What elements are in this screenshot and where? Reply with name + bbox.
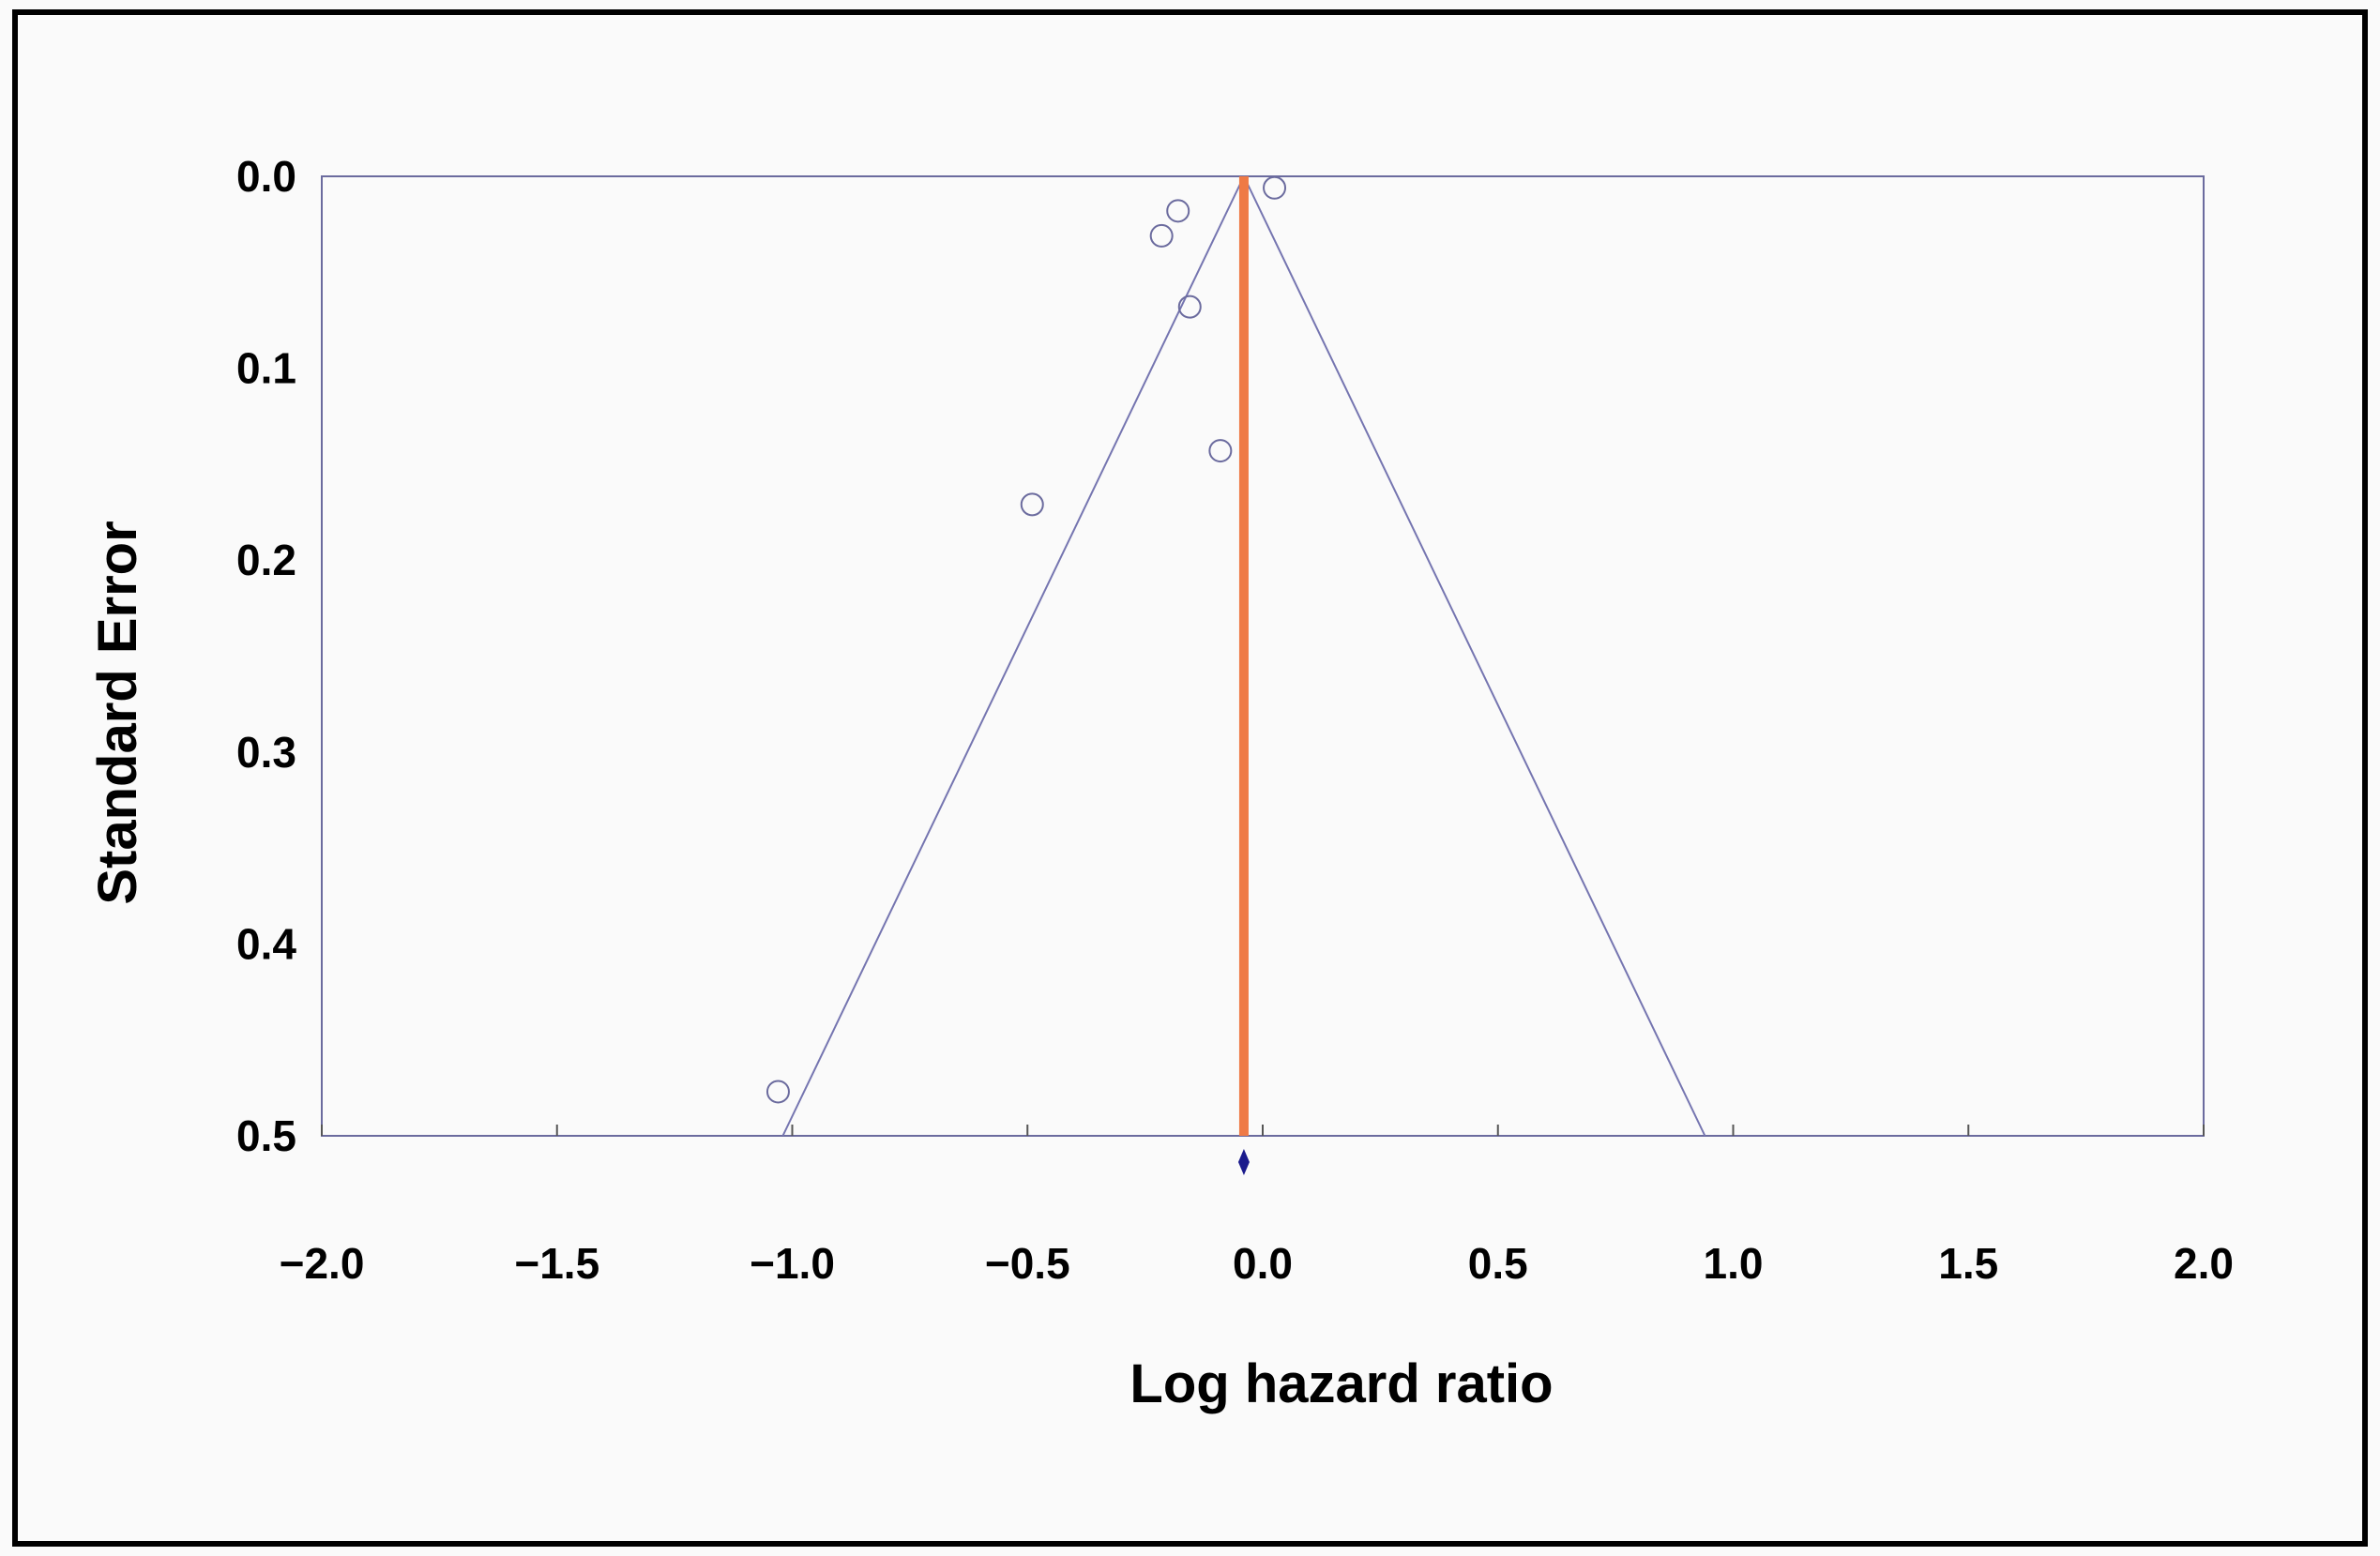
y-tick-label: 0.5 — [236, 1111, 296, 1160]
funnel-limit-left — [781, 175, 1245, 1137]
x-tick-label: −1.5 — [514, 1239, 599, 1288]
x-tick-label: 0.5 — [1468, 1239, 1528, 1288]
x-tick-label: 1.5 — [1938, 1239, 1998, 1288]
study-point — [1177, 295, 1202, 319]
pooled-estimate-diamond — [1237, 1149, 1250, 1175]
x-axis-tick-labels: −2.0 −1.5 −1.0 −0.5 0.0 0.5 1.0 1.5 2.0 — [280, 1239, 2234, 1288]
y-tick-label: 0.2 — [236, 536, 296, 584]
y-tick-label: 0.4 — [236, 919, 296, 968]
y-tick-label: 0.1 — [236, 344, 296, 393]
y-tick-label: 0.3 — [236, 728, 296, 777]
y-axis-tick-labels: 0.0 0.1 0.2 0.3 0.4 0.5 — [236, 152, 296, 1160]
x-tick-label: −0.5 — [985, 1239, 1070, 1288]
x-axis-title: Log hazard ratio — [1129, 1353, 1553, 1414]
study-point — [1208, 439, 1233, 463]
x-tick-label: 2.0 — [2174, 1239, 2234, 1288]
x-tick-label: 0.0 — [1233, 1239, 1293, 1288]
study-point — [1149, 223, 1174, 248]
x-tick-label: −1.0 — [750, 1239, 835, 1288]
x-tick-label: 1.0 — [1704, 1239, 1764, 1288]
x-tick-label: −2.0 — [280, 1239, 365, 1288]
outer-border — [12, 9, 2368, 1547]
study-point — [1166, 199, 1190, 223]
study-point — [766, 1080, 790, 1104]
funnel-limit-right — [1243, 175, 1706, 1137]
plot-area — [321, 175, 2205, 1175]
y-axis-title: Standard Error — [87, 521, 148, 904]
study-point — [1020, 492, 1044, 517]
study-point — [1263, 175, 1287, 200]
y-tick-label: 0.0 — [236, 152, 296, 201]
